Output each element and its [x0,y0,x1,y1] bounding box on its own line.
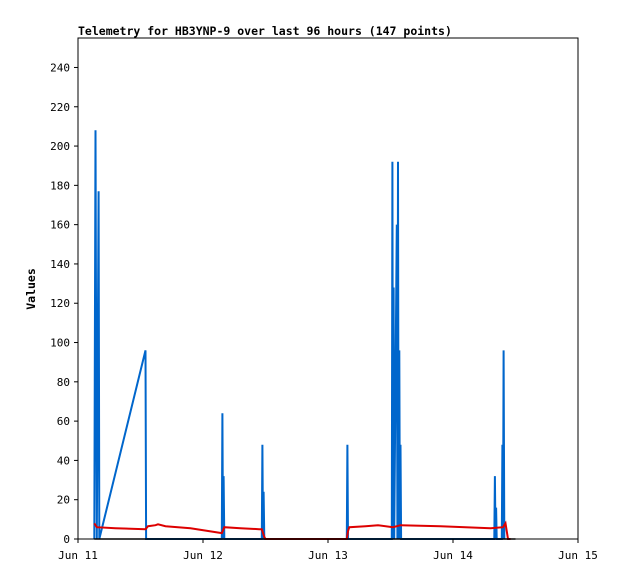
y-axis: 0 20 40 60 80 100 120 140 160 180 200 220 240 [50,61,78,546]
telemetry-series-red-line [93,520,511,540]
plot-frame [77,37,579,540]
x-tick-label: Jun 11 [58,549,98,562]
x-tick-label: Jun 14 [433,549,473,562]
y-tick-label: 100 [50,337,70,350]
chart-title: Telemetry for HB3YNP-9 over last 96 hour… [78,24,452,38]
y-tick-label: 180 [50,179,70,192]
y-tick-label: 40 [57,454,70,467]
y-axis-label: Values [24,268,38,310]
y-tick-label: 60 [57,415,70,428]
x-tick-label: Jun 13 [308,549,348,562]
y-tick-label: 140 [50,258,70,271]
y-tick-label: 220 [50,101,70,114]
y-tick-label: 200 [50,140,70,153]
x-tick-label: Jun 15 [558,549,598,562]
x-axis: Jun 11 Jun 12 Jun 13 Jun 14 Jun 15 [58,539,598,562]
y-tick-label: 80 [57,376,70,389]
y-tick-label: 0 [63,533,70,546]
y-tick-label: 160 [50,219,70,232]
x-tick-label: Jun 12 [183,549,223,562]
y-tick-label: 120 [50,297,70,310]
y-tick-label: 240 [50,61,70,74]
y-tick-label: 20 [57,494,70,507]
